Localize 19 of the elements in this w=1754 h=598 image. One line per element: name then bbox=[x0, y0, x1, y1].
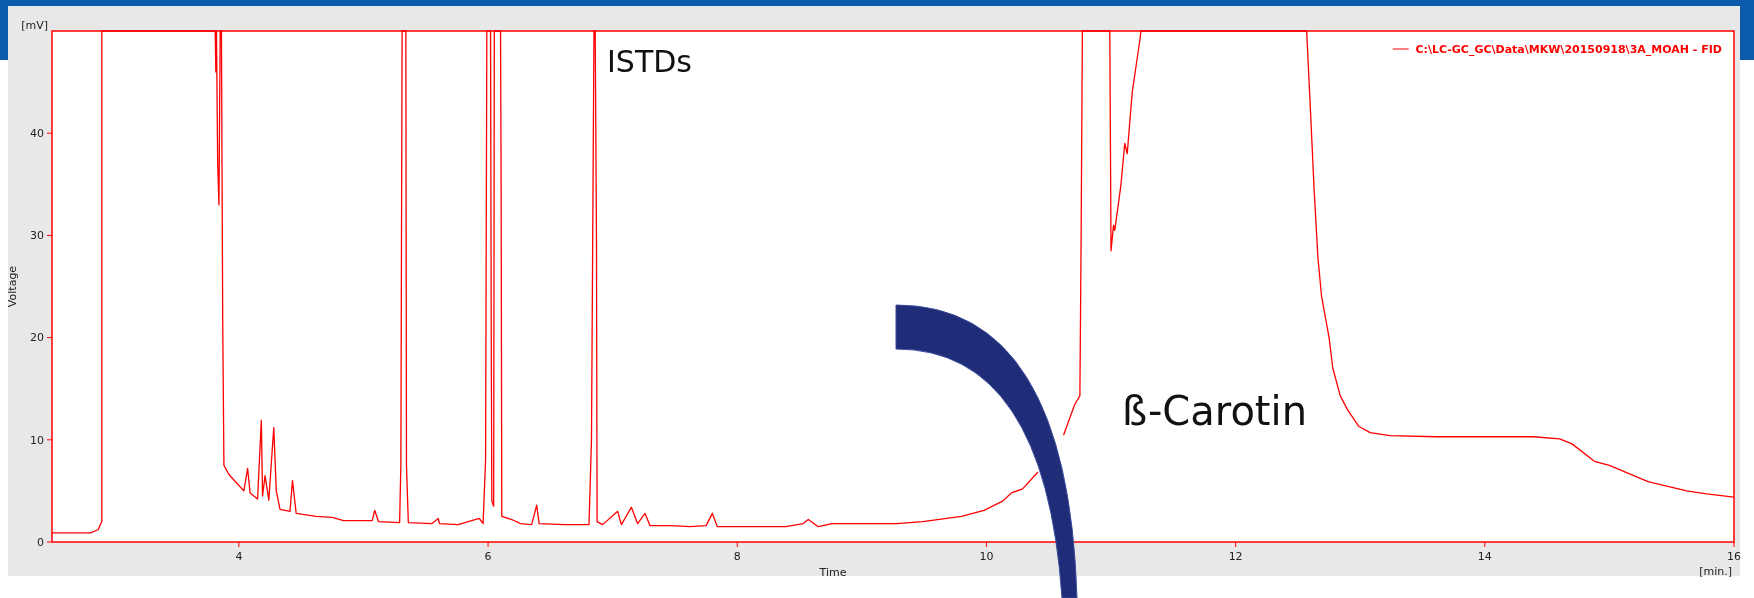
x-tick-label: 14 bbox=[1477, 550, 1492, 563]
x-tick-label: 8 bbox=[733, 550, 741, 563]
y-tick-label: 30 bbox=[30, 229, 44, 243]
y-tick-label: 40 bbox=[30, 127, 44, 141]
x-tick-label: 4 bbox=[235, 550, 243, 563]
x-tick-label: 16 bbox=[1727, 550, 1741, 563]
y-axis-title: Voltage bbox=[6, 265, 19, 308]
y-tick-label: 20 bbox=[30, 331, 44, 345]
text: [mV] bbox=[21, 19, 48, 32]
x-tick-label: 12 bbox=[1228, 550, 1243, 563]
y-tick-label: 0 bbox=[37, 535, 44, 549]
x-tick-label: 6 bbox=[484, 550, 492, 563]
legend-label: C:\LC-GC_GC\Data\MKW\20150918\3A_MOAH - FID bbox=[1415, 42, 1722, 56]
y-tick-label: 10 bbox=[30, 433, 44, 447]
x-axis-title: Time bbox=[818, 566, 847, 579]
annotation: ISTDs bbox=[607, 44, 692, 79]
annotation: ß-Carotin bbox=[1122, 388, 1307, 434]
x-tick-label: 10 bbox=[979, 550, 994, 563]
text: [min.] bbox=[1699, 565, 1732, 578]
